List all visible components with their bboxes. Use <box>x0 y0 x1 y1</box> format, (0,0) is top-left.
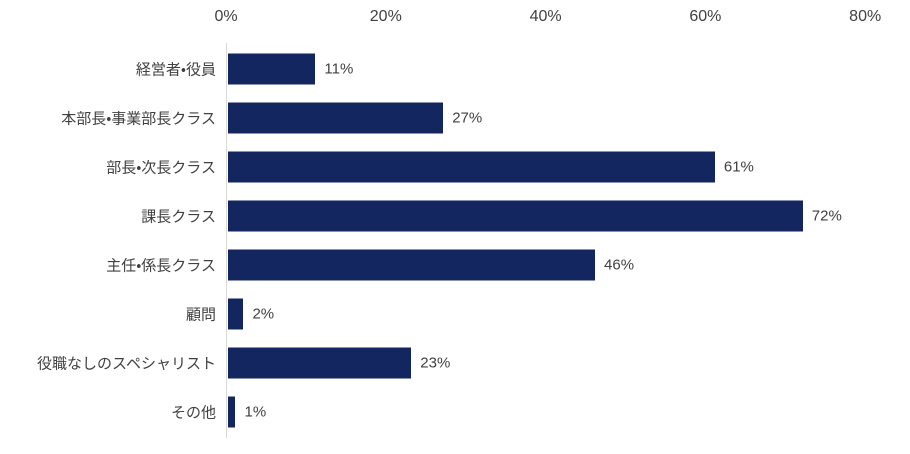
value-label: 72% <box>811 207 842 225</box>
x-tick-label: 40% <box>529 8 562 25</box>
value-label: 1% <box>244 403 267 421</box>
bar-row: 主任・係長クラス 46% <box>0 241 910 290</box>
bar-row: 顧問 2% <box>0 290 910 339</box>
value-label: 27% <box>452 109 483 127</box>
bar-row: 役職なしのスペシャリスト 23% <box>0 338 910 387</box>
bar <box>227 249 596 281</box>
y-axis-line <box>226 43 227 439</box>
x-tick-label: 20% <box>369 8 402 25</box>
value-label: 2% <box>252 305 275 323</box>
category-label: その他 <box>170 404 216 422</box>
value-label: 61% <box>723 158 754 176</box>
x-tick-label: 80% <box>849 8 882 25</box>
bar-row: 課長クラス 72% <box>0 192 910 241</box>
bar-row: 経営者・役員 11% <box>0 45 910 94</box>
bar-row: 部長・次長クラス 61% <box>0 143 910 192</box>
category-label: 課長クラス <box>141 208 216 226</box>
value-label: 11% <box>324 60 354 78</box>
x-tick-label: 0% <box>214 8 238 25</box>
bar <box>227 151 715 183</box>
x-tick-label: 60% <box>689 8 722 25</box>
bar <box>227 347 412 379</box>
bar-row: 本部長・事業部長クラス 27% <box>0 94 910 143</box>
bar <box>227 200 803 232</box>
bar-row: その他 1% <box>0 387 910 436</box>
bar <box>227 53 316 85</box>
value-label: 23% <box>420 354 451 372</box>
category-label: 役職なしのスペシャリスト <box>37 355 216 373</box>
category-label: 経営者・役員 <box>135 61 216 79</box>
bar <box>227 298 244 330</box>
category-label: 主任・係長クラス <box>106 257 216 275</box>
category-label: 本部長・事業部長クラス <box>61 110 216 128</box>
category-label: 部長・次長クラス <box>106 159 216 177</box>
bar <box>227 396 236 428</box>
bar <box>227 102 444 134</box>
category-label: 顧問 <box>185 306 216 324</box>
value-label: 46% <box>604 256 635 274</box>
